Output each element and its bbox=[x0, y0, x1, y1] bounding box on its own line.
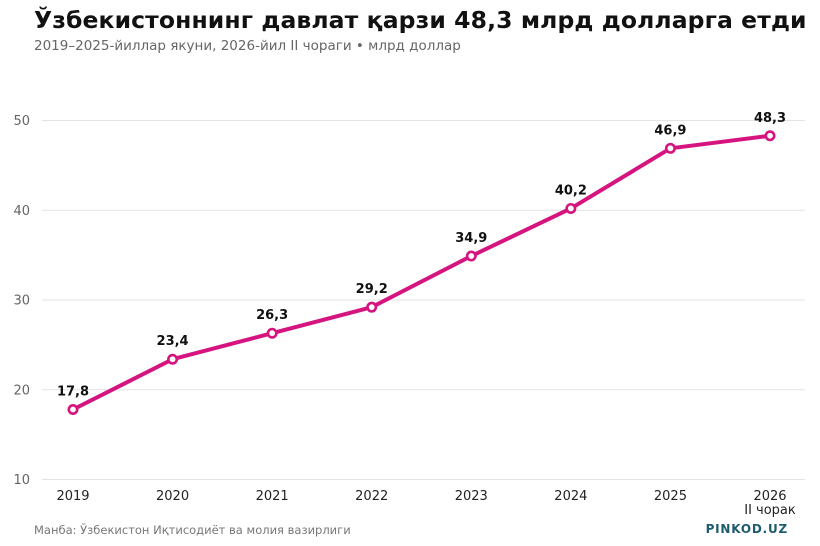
data-point[interactable] bbox=[366, 301, 378, 313]
x-tick-label: 2024 bbox=[554, 489, 587, 504]
data-label: 29,2 bbox=[356, 282, 388, 297]
data-point[interactable] bbox=[764, 130, 776, 142]
data-label: 23,4 bbox=[157, 334, 189, 349]
x-tick-label: 2022 bbox=[355, 489, 388, 504]
series-line bbox=[71, 133, 772, 412]
x-tick-label: 2023 bbox=[455, 489, 488, 504]
x-tick-label: 2021 bbox=[256, 489, 289, 504]
y-tick-label: 40 bbox=[13, 204, 30, 219]
y-tick-label: 50 bbox=[13, 114, 30, 129]
data-label: 40,2 bbox=[555, 183, 587, 198]
data-point[interactable] bbox=[565, 202, 577, 214]
data-label: 17,8 bbox=[57, 384, 89, 399]
x-tick-label: 2020 bbox=[156, 489, 189, 504]
data-point[interactable] bbox=[167, 353, 179, 365]
data-points bbox=[67, 130, 776, 415]
series-line-layer bbox=[71, 133, 772, 412]
data-point[interactable] bbox=[465, 250, 477, 262]
data-label: 48,3 bbox=[754, 111, 786, 126]
y-tick-label: 30 bbox=[13, 294, 30, 309]
brand-logo[interactable]: PINKOD.UZ bbox=[705, 522, 788, 536]
x-tick-label: 2025 bbox=[654, 489, 687, 504]
data-label: 46,9 bbox=[654, 123, 686, 138]
x-tick-label: 2026 bbox=[753, 489, 786, 504]
chart-title: Ўзбекистоннинг давлат қарзи 48,3 млрд до… bbox=[34, 6, 807, 34]
data-label: 34,9 bbox=[455, 231, 487, 246]
y-tick-label: 20 bbox=[13, 383, 30, 398]
data-label: 26,3 bbox=[256, 308, 288, 323]
data-point[interactable] bbox=[266, 327, 278, 339]
grid-lines bbox=[42, 120, 805, 480]
data-labels: 17,8 23,4 26,3 29,2 34,9 40,2 46,9 48,3 bbox=[57, 111, 786, 400]
data-point[interactable] bbox=[664, 142, 676, 154]
y-axis-ticks: 10 20 30 40 50 bbox=[13, 114, 30, 488]
data-point[interactable] bbox=[67, 403, 79, 415]
source-note: Манба: Ўзбекистон Иқтисодиёт ва молия ва… bbox=[34, 523, 351, 537]
x-tick-label: 2019 bbox=[56, 489, 89, 504]
x-tick-sublabel: II чорак bbox=[744, 503, 796, 518]
y-tick-label: 10 bbox=[13, 473, 30, 488]
chart-subtitle: 2019–2025-йиллар якуни, 2026-йил II чора… bbox=[34, 38, 461, 54]
